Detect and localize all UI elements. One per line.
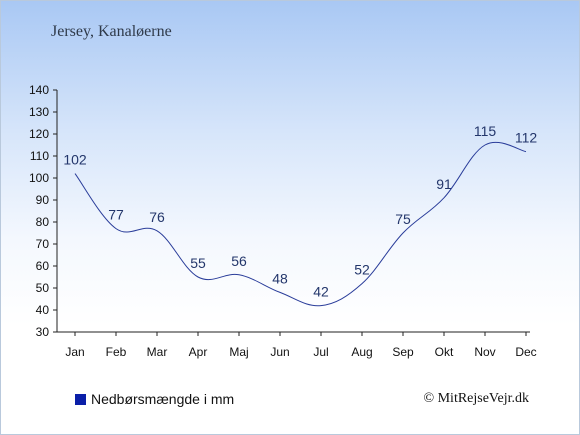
data-label: 91 [436,176,452,192]
x-tick-label: Maj [229,345,248,359]
y-tick-label: 120 [29,127,49,141]
data-label: 115 [474,123,497,139]
y-tick-label: 80 [36,215,50,229]
x-tick-label: Nov [474,345,495,359]
location-title: Jersey, Kanaløerne [51,23,172,40]
data-label: 102 [63,152,87,168]
x-tick-label: Feb [106,345,127,359]
data-label: 55 [190,255,206,271]
legend-label: Nedbørsmængde i mm [91,391,235,407]
y-tick-label: 30 [36,325,50,339]
data-label: 56 [231,253,247,269]
y-tick-label: 90 [36,193,50,207]
x-tick-label: Okt [435,345,454,359]
data-label: 112 [515,130,538,146]
y-tick-label: 110 [30,149,49,163]
y-tick-label: 100 [29,171,49,185]
y-tick-label: 70 [36,237,50,251]
y-tick-label: 50 [36,281,50,295]
y-tick-label: 40 [36,303,50,317]
x-tick-label: Apr [189,345,208,359]
y-tick-label: 140 [29,83,49,97]
y-tick-label: 60 [36,259,50,273]
data-label: 77 [108,207,124,223]
data-label: 48 [272,270,288,286]
data-label: 75 [395,211,411,227]
copyright-text: © MitRejseVejr.dk [423,391,529,406]
x-tick-label: Mar [147,345,168,359]
legend-swatch [75,393,86,405]
x-tick-label: Dec [515,345,536,359]
legend: Nedbørsmængde i mm [75,391,234,407]
x-tick-label: Aug [351,345,372,359]
series-line [74,141,527,307]
x-tick-label: Sep [392,345,414,359]
x-tick-label: Jun [270,345,289,359]
data-label: 52 [354,262,370,278]
data-label: 76 [149,209,165,225]
x-tick-label: Jan [65,345,84,359]
data-label: 42 [313,284,329,300]
y-tick-label: 130 [29,105,49,119]
x-tick-label: Jul [313,345,328,359]
